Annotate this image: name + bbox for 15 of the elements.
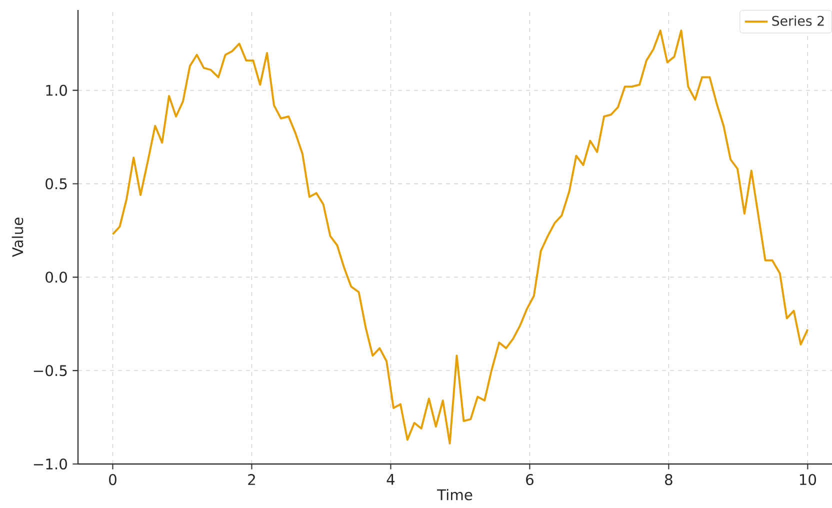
x-axis-title: Time xyxy=(437,488,472,500)
y-tick-label: 0.0 xyxy=(46,272,67,283)
line-series xyxy=(112,30,809,444)
legend-label: Series 2 xyxy=(772,16,824,26)
y-axis-title: Value xyxy=(12,218,24,258)
y-tick-label: 1.0 xyxy=(46,84,67,96)
y-tick-label: −1.0 xyxy=(34,458,67,470)
x-tick-label: 8 xyxy=(665,474,672,486)
x-tick-label: 2 xyxy=(248,474,255,485)
x-tick-label: 0 xyxy=(109,474,116,486)
y-tick-label: 0.5 xyxy=(46,178,67,190)
x-tick-label: 6 xyxy=(526,474,534,486)
x-tick-label: 10 xyxy=(800,474,816,486)
x-tick-label: 4 xyxy=(386,474,395,485)
y-tick-label: −0.5 xyxy=(34,365,67,376)
